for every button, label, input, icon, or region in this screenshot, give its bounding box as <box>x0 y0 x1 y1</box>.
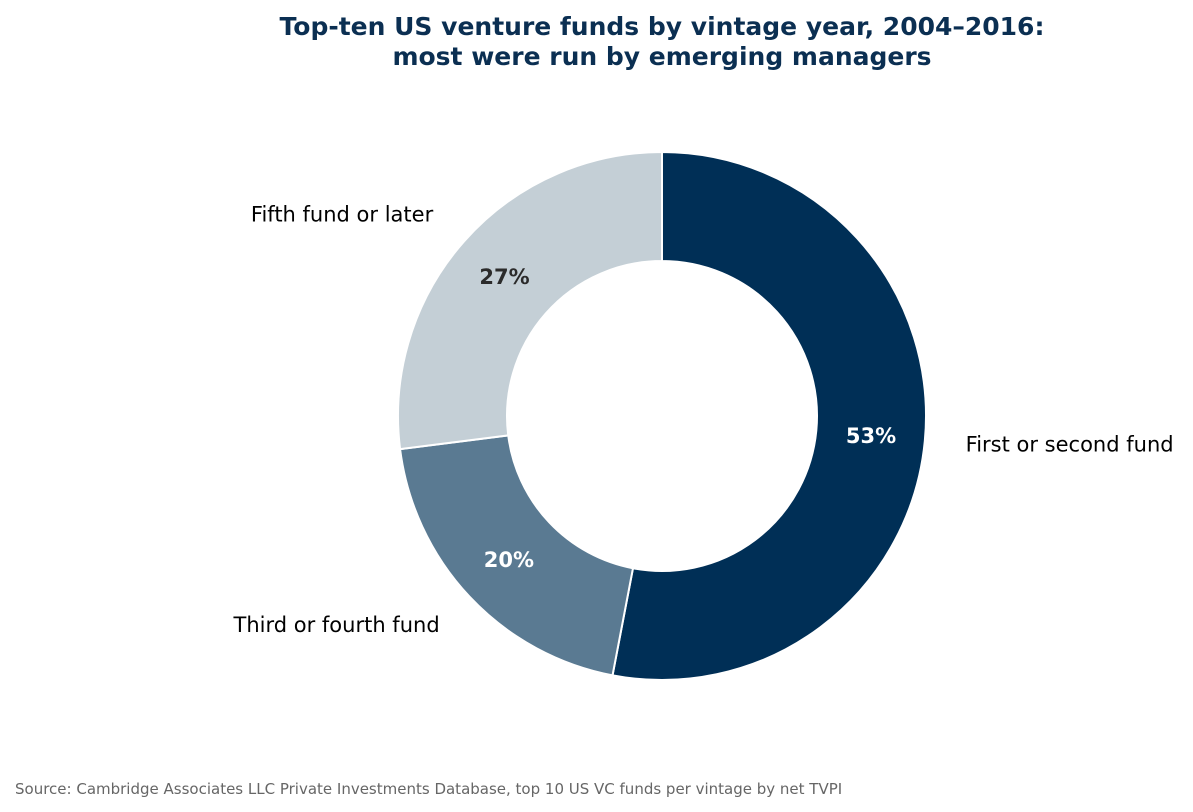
source-note: Source: Cambridge Associates LLC Private… <box>15 780 842 798</box>
slice-category-label-2: Third or fourth fund <box>233 613 440 637</box>
slice-value-label-3: 27% <box>479 265 529 289</box>
slice-value-label-1: 53% <box>846 424 896 448</box>
donut-labels: 53% First or second fund 20% Third or fourt… <box>233 202 1174 636</box>
slice-value-label-2: 20% <box>484 548 534 572</box>
donut-slice-3 <box>397 150 663 451</box>
chart-title-line-1: Top-ten US venture funds by vintage year… <box>280 12 1045 41</box>
donut-slice-2 <box>398 434 635 677</box>
donut-slice-1 <box>611 150 927 681</box>
slice-category-label-1: First or second fund <box>966 433 1174 457</box>
chart-title-line-2: most were run by emerging managers <box>392 42 931 71</box>
donut-slices <box>397 150 927 681</box>
slice-category-label-3: Fifth fund or later <box>251 202 434 226</box>
